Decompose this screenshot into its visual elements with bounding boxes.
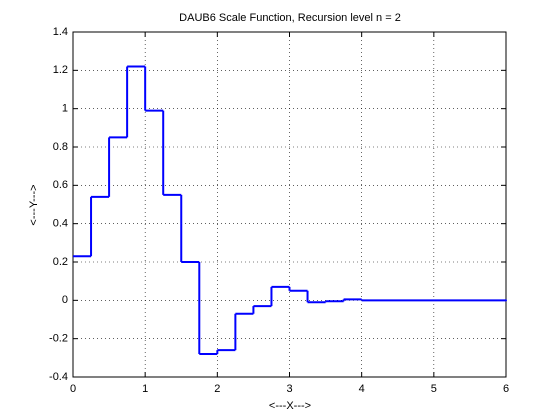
y-tick-label: 0.6 <box>53 179 68 191</box>
y-tick-label: 1.4 <box>53 26 68 38</box>
x-tick-label: 6 <box>503 383 509 395</box>
x-tick-label: 4 <box>359 383 365 395</box>
y-axis-label: <---Y---> <box>28 184 40 225</box>
y-tick-label: 1.2 <box>53 64 68 76</box>
y-tick-label: 0.8 <box>53 141 68 153</box>
y-tick-label: 0 <box>62 294 68 306</box>
y-tick-label: 0.4 <box>53 218 68 230</box>
step-end <box>505 299 507 302</box>
y-tick-label: 1 <box>62 103 68 115</box>
y-tick-label: 0.2 <box>53 256 68 268</box>
x-tick-label: 5 <box>431 383 437 395</box>
x-tick-label: 3 <box>286 383 292 395</box>
y-tick-label: -0.2 <box>49 333 68 345</box>
plot-frame <box>72 31 507 378</box>
x-tick-label: 1 <box>142 383 148 395</box>
x-axis-label: <---X---> <box>269 400 311 412</box>
x-tick-label: 2 <box>214 383 220 395</box>
x-tick-label: 0 <box>70 383 76 395</box>
chart-title: DAUB6 Scale Function, Recursion level n … <box>179 12 401 24</box>
y-tick-label: -0.4 <box>49 371 68 383</box>
